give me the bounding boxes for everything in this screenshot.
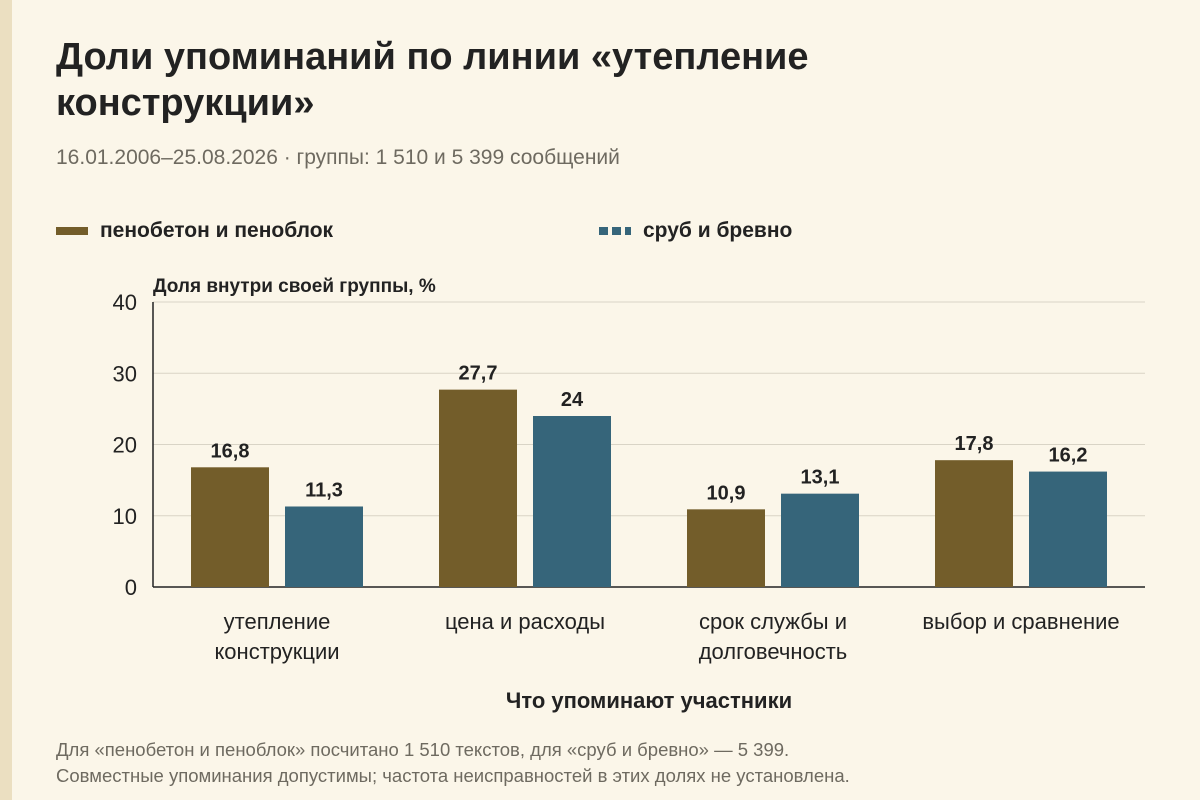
x-tick-label: выбор и сравнение: [922, 609, 1119, 634]
y-tick-label: 0: [125, 575, 137, 600]
bar-series-0-cat-0: [191, 467, 269, 587]
bar-series-1-cat-3: [1029, 471, 1107, 587]
data-label-series-0-cat-3: 17,8: [955, 433, 994, 455]
footnote: Для «пенобетон и пеноблок» посчитано 1 5…: [56, 737, 850, 789]
data-label-series-1-cat-1: 24: [561, 389, 584, 411]
legend-swatch-series-0: [56, 227, 88, 235]
bar-series-1-cat-1: [533, 416, 611, 587]
y-tick-label: 30: [113, 361, 137, 386]
data-label-series-0-cat-1: 27,7: [459, 363, 498, 385]
y-tick-label: 20: [113, 433, 137, 458]
legend-item-series-1: сруб и бревно: [599, 219, 792, 243]
chart-subtitle: 16.01.2006–25.08.2026 · группы: 1 510 и …: [56, 146, 620, 169]
data-label-series-1-cat-3: 16,2: [1049, 445, 1088, 467]
bar-series-0-cat-1: [439, 389, 517, 587]
left-accent-strip: [0, 0, 12, 800]
legend-swatch-series-1: [599, 227, 631, 235]
y-tick-label: 10: [113, 504, 137, 529]
data-label-series-1-cat-0: 11,3: [305, 479, 343, 501]
bar-series-1-cat-2: [781, 493, 859, 587]
legend-label-series-1: сруб и бревно: [643, 219, 793, 242]
footnote-line-2: Совместные упоминания допустимы; частота…: [56, 765, 850, 786]
bar-series-0-cat-2: [687, 509, 765, 587]
legend: пенобетон и пеноблок сруб и бревно: [56, 219, 1056, 249]
data-label-series-0-cat-2: 10,9: [707, 482, 746, 504]
x-tick-label: цена и расходы: [445, 609, 605, 634]
bar-series-0-cat-3: [935, 460, 1013, 587]
legend-item-series-0: пенобетон и пеноблок: [56, 219, 333, 243]
footnote-line-1: Для «пенобетон и пеноблок» посчитано 1 5…: [56, 739, 790, 760]
x-axis-label: Что упоминают участники: [506, 688, 792, 713]
chart-title: Доли упоминаний по линии «утепление конс…: [56, 36, 809, 124]
x-tick-label: срок службы и долговечность: [699, 609, 848, 664]
data-label-series-1-cat-2: 13,1: [801, 467, 840, 489]
x-tick-label: утепление конструкции: [214, 609, 339, 664]
y-tick-label: 40: [113, 290, 137, 315]
data-label-series-0-cat-0: 16,8: [211, 440, 250, 462]
bar-series-1-cat-0: [285, 506, 363, 587]
legend-label-series-0: пенобетон и пеноблок: [100, 219, 334, 242]
y-axis-label: Доля внутри своей группы, %: [153, 276, 436, 297]
